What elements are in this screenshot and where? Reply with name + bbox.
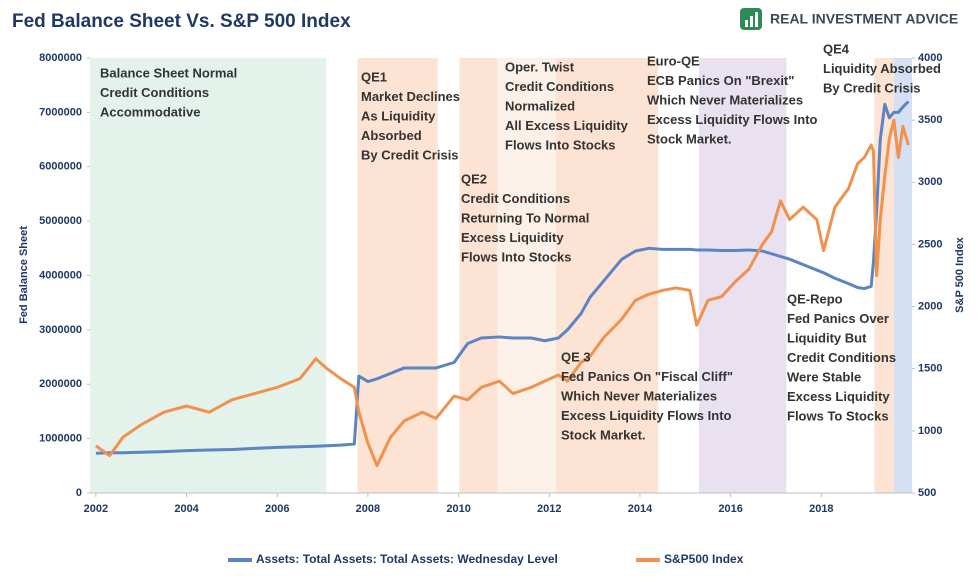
annotation-text: Which Never Materializes (561, 388, 717, 403)
y2-tick-label: 2500 (918, 238, 942, 250)
x-tick-label: 2008 (356, 503, 380, 515)
region (357, 58, 438, 493)
annotation-text: Stock Market. (647, 131, 732, 146)
y-tick-label: 6000000 (39, 161, 82, 173)
annotation-text: Accommodative (100, 104, 200, 119)
y-tick-label: 8000000 (39, 52, 82, 64)
annotation-text: All Excess Liquidity (505, 118, 629, 133)
y-tick-label: 3000000 (39, 324, 82, 336)
y-tick-label: 7000000 (39, 106, 82, 118)
annotation-text: Credit Conditions (100, 85, 209, 100)
annotation-text: Were Stable (787, 369, 861, 384)
annotation-text: As Liquidity (361, 108, 436, 123)
y2-tick-label: 500 (918, 487, 936, 499)
annotation-text: Returning To Normal (461, 210, 589, 225)
annotation-text: QE 3 (561, 349, 591, 364)
annotation-text: QE2 (461, 171, 487, 186)
annotation-text: QE1 (361, 69, 387, 84)
annotation-text: Euro-QE (647, 53, 700, 68)
annotation-text: Flows To Stocks (787, 408, 889, 423)
chart-title: Fed Balance Sheet Vs. S&P 500 Index (12, 11, 351, 32)
annotation-text: Excess Liquidity Flows Into (647, 112, 818, 127)
legend-label: Assets: Total Assets: Total Assets: Wedn… (256, 552, 558, 566)
y2-axis-title: S&P 500 Index (954, 236, 966, 312)
annotation-text: By Credit Crisis (823, 80, 921, 95)
brand-logo: REAL INVESTMENT ADVICE (740, 8, 958, 30)
y-tick-label: 5000000 (39, 215, 82, 227)
y2-tick-label: 3500 (918, 114, 942, 126)
logo-bar (755, 12, 758, 27)
x-tick-label: 2004 (174, 503, 199, 515)
y2-tick-label: 2000 (918, 300, 942, 312)
annotation-text: QE4 (823, 41, 850, 56)
y-tick-label: 1000000 (39, 433, 82, 445)
annotation-text: Oper. Twist (505, 59, 575, 74)
annotation-text: Fed Panics On "Fiscal Cliff" (561, 369, 733, 384)
brand-text: REAL INVESTMENT ADVICE (770, 11, 958, 27)
y-tick-label: 4000000 (39, 269, 82, 281)
annotation-text: Normalized (505, 98, 575, 113)
legend-label: S&P500 Index (664, 552, 744, 566)
x-tick-label: 2018 (809, 503, 833, 515)
annotation-text: Fed Panics Over (787, 311, 889, 326)
region (893, 58, 912, 493)
x-tick-label: 2014 (628, 503, 653, 515)
y-tick-label: 0 (76, 487, 82, 499)
region (90, 58, 327, 493)
series-line (95, 100, 910, 455)
annotation-text: Liquidity But (787, 330, 867, 345)
x-tick-label: 2010 (446, 503, 470, 515)
y2-tick-label: 1500 (918, 363, 942, 375)
logo-bar (750, 16, 753, 27)
region (459, 58, 498, 493)
annotation-text: Excess Liquidity Flows Into (561, 408, 732, 423)
series-line (95, 118, 910, 468)
logo-bar (745, 20, 748, 27)
x-tick-label: 2006 (265, 503, 289, 515)
annotation-text: Flows Into Stocks (505, 137, 616, 152)
annotation-text: Credit Conditions (787, 350, 896, 365)
x-tick-label: 2012 (537, 503, 561, 515)
annotation-text: QE-Repo (787, 291, 843, 306)
x-tick-label: 2016 (718, 503, 742, 515)
y2-tick-label: 3000 (918, 176, 942, 188)
annotation-text: Which Never Materializes (647, 92, 803, 107)
annotation-text: Excess Liquidity (787, 389, 890, 404)
region (497, 58, 556, 493)
annotation-text: Absorbed (361, 128, 422, 143)
annotation-text: Credit Conditions (461, 191, 570, 206)
y2-tick-label: 4000 (918, 52, 942, 64)
annotation-text: Liquidity Absorbed (823, 61, 941, 76)
annotation-text: Flows Into Stocks (461, 249, 572, 264)
y2-tick-label: 1000 (918, 425, 942, 437)
annotation-text: Market Declines (361, 89, 460, 104)
annotation-text: Balance Sheet Normal (100, 65, 237, 80)
y-axis-title: Fed Balance Sheet (18, 226, 30, 324)
annotation-text: Stock Market. (561, 427, 646, 442)
annotation-text: Excess Liquidity (461, 230, 564, 245)
annotation-text: By Credit Crisis (361, 147, 459, 162)
annotation-text: ECB Panics On "Brexit" (647, 73, 794, 88)
x-tick-label: 2002 (84, 503, 108, 515)
y-tick-label: 2000000 (39, 378, 82, 390)
annotation-text: Credit Conditions (505, 79, 614, 94)
